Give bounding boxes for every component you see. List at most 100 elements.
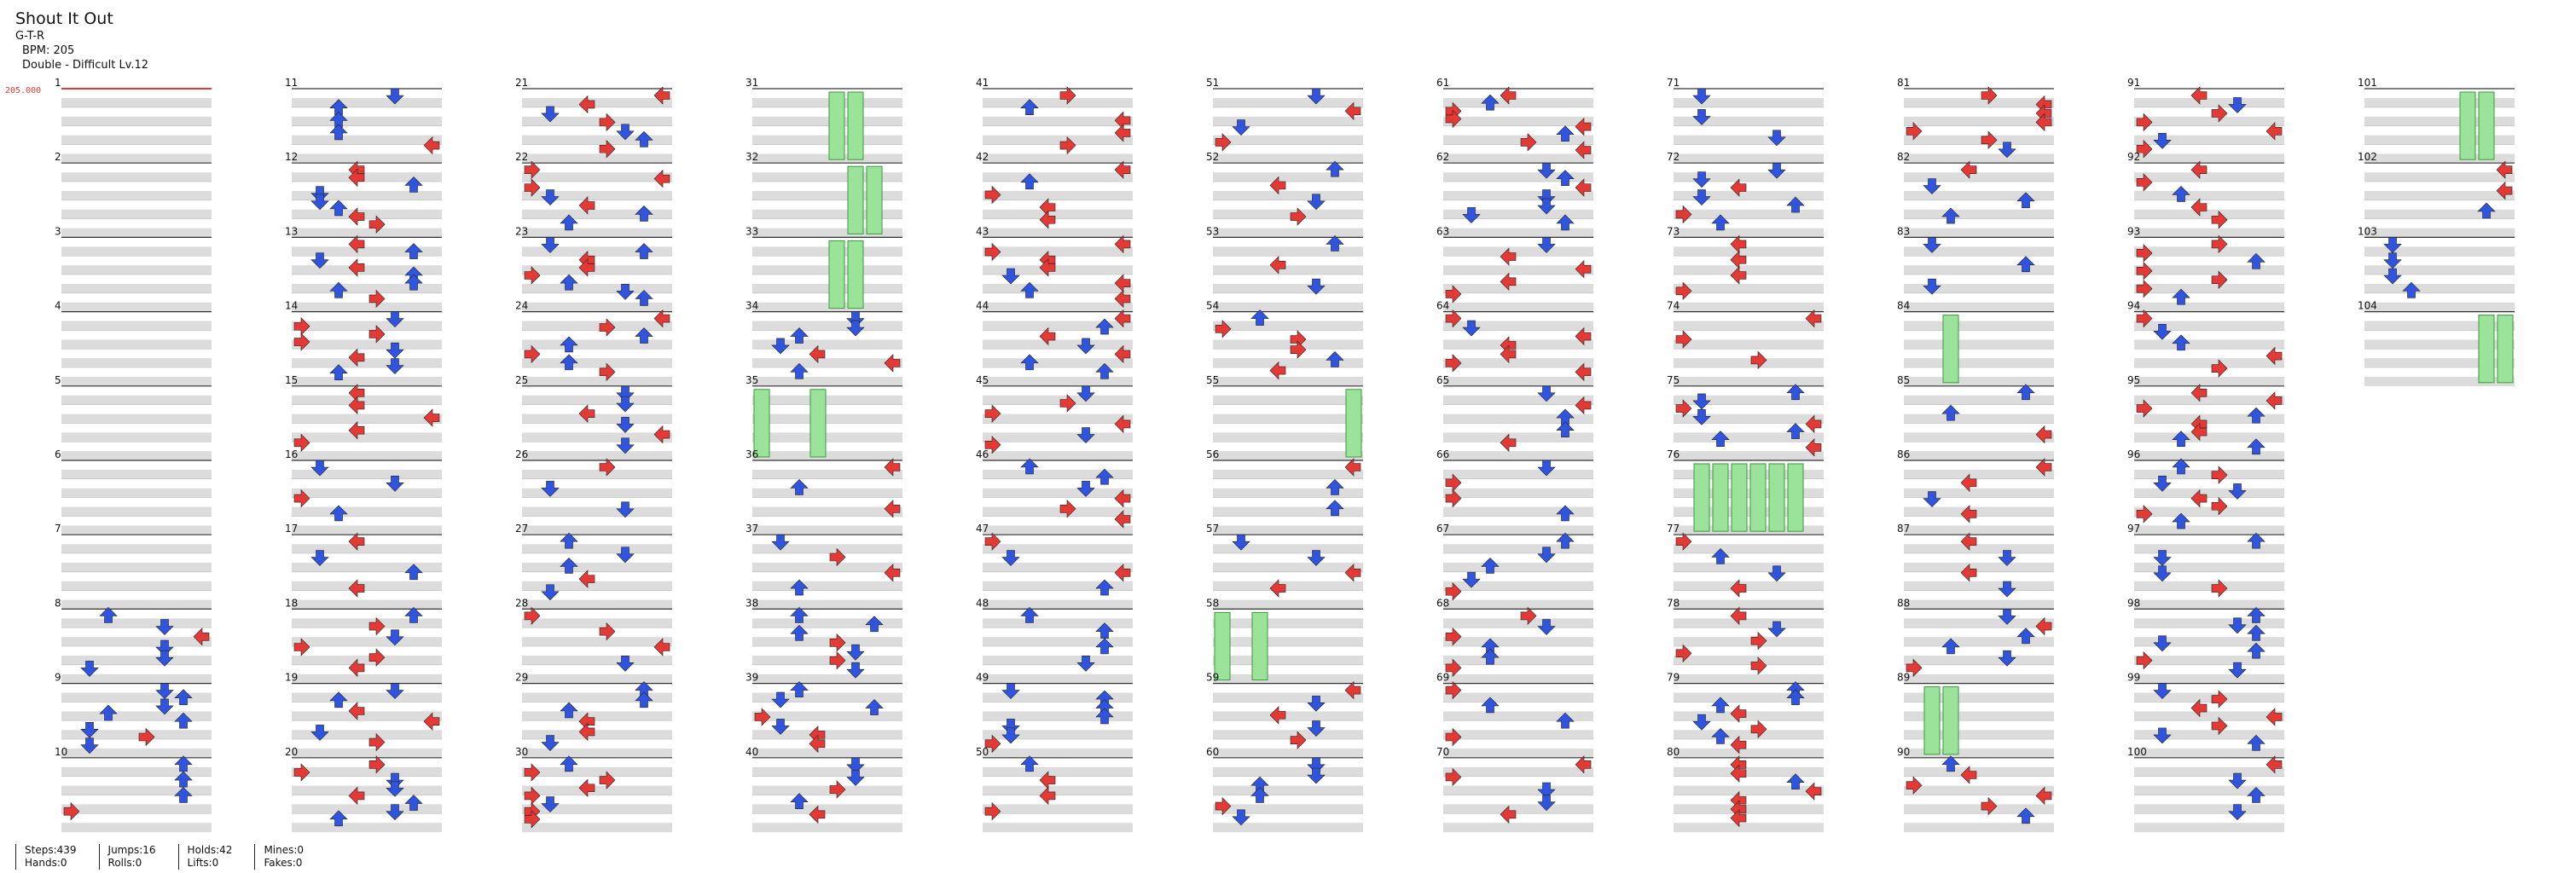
arrow-head — [2266, 122, 2283, 141]
arrow-head — [1326, 234, 1344, 251]
measure-number: 68 — [1436, 597, 1449, 609]
beat-shade — [522, 228, 672, 238]
step-arrow — [1537, 385, 1556, 402]
arrow-head — [174, 786, 193, 803]
beat-shade — [983, 730, 1133, 740]
arrow-head — [1537, 189, 1556, 205]
arrow-head — [884, 564, 901, 582]
beat-shade — [1674, 692, 1824, 702]
arrow-head — [1960, 766, 1977, 784]
beat-shade — [2134, 823, 2284, 833]
arrow-head — [1020, 755, 1039, 772]
beat-shade — [61, 302, 212, 312]
arrow-head — [1750, 631, 1767, 650]
measure-1: 1 — [55, 77, 212, 164]
arrow-head — [404, 274, 423, 291]
measure-number: 82 — [1897, 151, 1910, 163]
arrow-head — [578, 258, 595, 277]
step-arrow — [846, 320, 865, 337]
beat-shade — [1213, 544, 1363, 554]
step-arrow — [329, 124, 348, 141]
step-arrow — [138, 727, 155, 747]
beat-shade — [752, 98, 902, 107]
arrow-head — [1711, 697, 1730, 714]
measure-89: 89 — [1897, 672, 2054, 758]
beat-shade — [1674, 191, 1824, 200]
arrow-head — [2266, 755, 2283, 774]
arrow-head — [348, 658, 365, 678]
step-arrow — [2153, 565, 2172, 582]
step-arrow — [2136, 140, 2153, 159]
step-arrow — [1307, 88, 1326, 105]
step-arrow — [1941, 755, 1960, 772]
beat-shade — [2134, 637, 2284, 647]
arrow-head — [1039, 211, 1056, 229]
beat-shade — [752, 506, 902, 517]
step-arrow — [1805, 438, 1822, 457]
arrow-head — [1290, 207, 1307, 226]
beat-shade — [1904, 191, 2054, 200]
step-arrow — [2136, 505, 2153, 523]
beat-shade — [1443, 339, 1593, 350]
stat-col-mines-fakes: Mines:0 Fakes:0 — [254, 844, 322, 870]
arrow-head — [1114, 309, 1131, 328]
step-arrow — [1250, 309, 1269, 326]
step-arrow — [984, 801, 1001, 821]
measure-17: 17 — [285, 523, 442, 610]
step-arrow — [1095, 638, 1114, 655]
beat-shade — [522, 674, 672, 684]
beat-shade — [983, 488, 1133, 498]
song-header: Shout It Out G-T-R BPM: 205 Double - Dif… — [15, 9, 148, 72]
beat-shade — [522, 506, 672, 517]
beat-shade — [1904, 730, 2054, 740]
arrow-head — [329, 364, 348, 380]
step-arrow — [174, 689, 193, 706]
arrow-head — [846, 320, 865, 337]
step-arrow — [2228, 804, 2247, 821]
arrow-head — [1730, 178, 1747, 197]
step-arrow — [1445, 354, 1462, 373]
step-arrow — [63, 801, 80, 821]
beat-shade — [522, 209, 672, 219]
measure-38: 38 — [746, 597, 902, 684]
measure-number: 97 — [2127, 523, 2140, 535]
step-arrow — [1786, 384, 1805, 401]
step-arrow — [386, 88, 404, 105]
arrow-head — [1786, 689, 1805, 706]
arrow-head — [2035, 616, 2052, 636]
step-arrow — [884, 564, 901, 582]
beat-shade — [2364, 284, 2515, 293]
arrow-head — [2172, 512, 2190, 529]
beat-shade — [752, 656, 902, 665]
step-arrow — [2190, 698, 2208, 718]
arrow-head — [1730, 808, 1747, 828]
step-arrow — [599, 362, 616, 382]
step-arrow — [368, 325, 386, 344]
arrow-head — [1462, 207, 1481, 223]
arrow-head — [1941, 755, 1960, 772]
beat-shade — [61, 135, 212, 145]
arrow-head — [2247, 252, 2266, 269]
arrow-head — [846, 757, 865, 774]
beat-shade — [1674, 525, 1824, 535]
arrow-head — [329, 691, 348, 708]
beat-shade — [1443, 544, 1593, 554]
step-arrow — [310, 252, 329, 269]
step-arrow — [368, 755, 386, 774]
arrow-head — [1537, 237, 1556, 253]
arrow-head — [368, 215, 386, 234]
step-arrow — [599, 458, 616, 477]
measure-20: 20 — [285, 746, 442, 833]
step-arrow — [1326, 234, 1344, 251]
measure-number: 12 — [285, 151, 298, 163]
arrow-head — [1730, 735, 1747, 754]
step-arrow — [984, 532, 1001, 551]
hold-body — [828, 91, 845, 160]
measure-91: 91 — [2127, 77, 2284, 164]
beat-shade — [1213, 618, 1363, 628]
step-arrow — [616, 417, 635, 433]
beat-shade — [1443, 804, 1593, 814]
beat-shade — [61, 413, 212, 424]
measure-85: 85 — [1897, 374, 2054, 461]
step-arrow — [2153, 132, 2172, 149]
